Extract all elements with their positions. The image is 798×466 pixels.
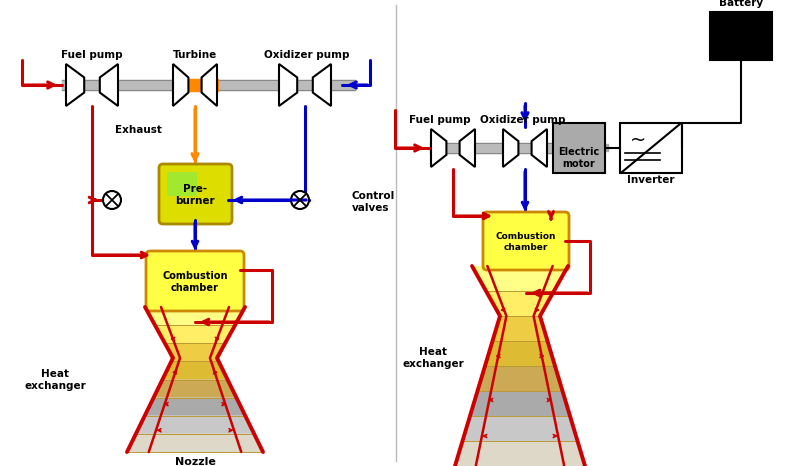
Polygon shape: [531, 129, 547, 167]
Polygon shape: [173, 64, 188, 106]
Bar: [620, 123, 682, 173]
Polygon shape: [463, 416, 578, 441]
Bar: [710, 12, 772, 60]
Text: Electric
motor: Electric motor: [559, 147, 599, 169]
Text: Inverter: Inverter: [627, 175, 675, 185]
FancyBboxPatch shape: [146, 251, 244, 311]
FancyBboxPatch shape: [483, 212, 569, 270]
Polygon shape: [163, 361, 227, 379]
Polygon shape: [455, 441, 585, 466]
Polygon shape: [477, 366, 563, 391]
Polygon shape: [66, 64, 85, 106]
Polygon shape: [153, 379, 236, 397]
Polygon shape: [431, 129, 446, 167]
Polygon shape: [145, 307, 245, 325]
Polygon shape: [313, 64, 331, 106]
Polygon shape: [460, 129, 475, 167]
Polygon shape: [279, 64, 297, 106]
Text: Oxidizer pump: Oxidizer pump: [264, 50, 350, 60]
Text: Fuel pump: Fuel pump: [61, 50, 123, 60]
Circle shape: [103, 191, 121, 209]
Polygon shape: [485, 341, 555, 366]
Text: Fuel pump: Fuel pump: [409, 115, 471, 125]
Polygon shape: [144, 397, 245, 416]
Text: Heat
exchanger: Heat exchanger: [24, 369, 86, 391]
Polygon shape: [100, 64, 118, 106]
Circle shape: [291, 191, 309, 209]
Polygon shape: [165, 343, 225, 361]
Polygon shape: [155, 325, 235, 343]
Text: Combustion
chamber: Combustion chamber: [496, 232, 556, 252]
Polygon shape: [492, 316, 547, 341]
Polygon shape: [470, 391, 570, 416]
Polygon shape: [486, 291, 554, 316]
Text: Exhaust: Exhaust: [115, 125, 161, 135]
Polygon shape: [472, 266, 568, 291]
Bar: [167, 172, 197, 196]
Text: Nozzle: Nozzle: [175, 457, 215, 466]
FancyBboxPatch shape: [159, 164, 232, 224]
Bar: [553, 123, 605, 173]
Text: Control
valves: Control valves: [352, 191, 395, 213]
Polygon shape: [136, 416, 254, 434]
Text: Oxidizer pump: Oxidizer pump: [480, 115, 566, 125]
Text: Combustion
chamber: Combustion chamber: [162, 271, 227, 293]
Polygon shape: [503, 129, 519, 167]
Text: Pre-
burner: Pre- burner: [176, 184, 215, 206]
Text: Battery: Battery: [719, 0, 763, 8]
Polygon shape: [202, 64, 217, 106]
Bar: [554, 124, 604, 172]
Polygon shape: [127, 434, 263, 452]
Text: Heat
exchanger: Heat exchanger: [402, 347, 464, 369]
Text: Turbine: Turbine: [173, 50, 217, 60]
Text: ~: ~: [630, 130, 646, 150]
